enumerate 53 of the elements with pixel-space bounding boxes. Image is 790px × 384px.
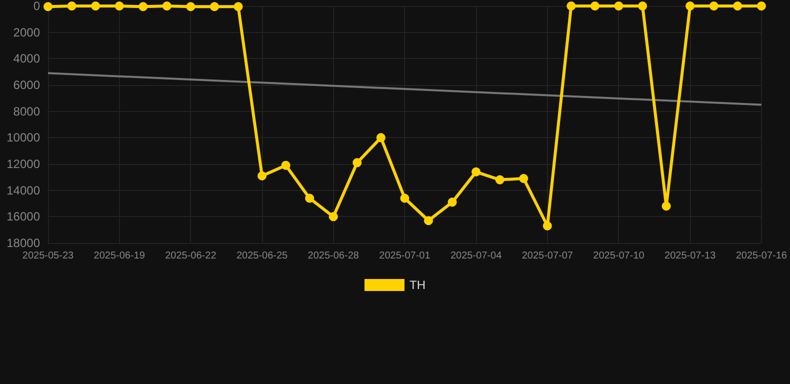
point: [376, 133, 386, 142]
point: [566, 2, 576, 10]
point: [328, 212, 338, 222]
point: [162, 2, 172, 10]
point: [281, 160, 290, 170]
point: [258, 171, 267, 180]
point: [305, 194, 314, 203]
point: [114, 2, 124, 10]
x-tick-label: 2025-07-04: [450, 250, 502, 262]
point: [67, 2, 76, 10]
x-tick-label: 2025-07-13: [664, 250, 716, 262]
x-tick-label: 2025-07-01: [379, 250, 431, 262]
point: [138, 2, 148, 12]
point: [733, 2, 742, 10]
y-tick-label: 12000: [6, 157, 40, 171]
x-tick-label: 2025-07-16: [736, 250, 788, 262]
x-tick-label: 2025-06-25: [236, 250, 288, 262]
y-tick-label: 14000: [6, 183, 40, 198]
point: [352, 158, 362, 168]
point: [709, 2, 718, 10]
point: [424, 216, 433, 226]
y-tick-label: 8000: [13, 104, 40, 118]
point: [234, 2, 243, 12]
y-tick-label: 18000: [6, 236, 40, 250]
point: [91, 2, 100, 10]
point: [210, 2, 219, 12]
point: [590, 2, 600, 10]
x-tick-label: 2025-07-10: [593, 250, 645, 262]
point: [662, 202, 671, 211]
point: [472, 167, 481, 176]
point: [614, 2, 624, 10]
y-tick-label: 0: [33, 0, 40, 13]
y-tick-label: 6000: [13, 78, 40, 92]
point: [44, 2, 52, 12]
point: [756, 2, 766, 10]
x-tick-label: 2025-06-28: [308, 250, 360, 262]
point: [448, 198, 457, 207]
x-tick-label: 2025-07-07: [522, 250, 574, 262]
point: [542, 221, 552, 230]
point: [686, 2, 695, 10]
y-tick-label: 16000: [6, 210, 40, 224]
x-tick-label: 2025-06-22: [165, 250, 217, 262]
point: [495, 175, 504, 184]
point: [638, 2, 648, 10]
y-tick-label: 10000: [6, 130, 40, 145]
x-tick-label: 2025-06-19: [94, 250, 146, 262]
legend-label: TH: [410, 278, 426, 292]
point: [519, 174, 528, 183]
y-tick-label: 4000: [13, 52, 40, 66]
point: [186, 2, 196, 12]
point: [400, 194, 410, 203]
y-tick-label: 2000: [13, 25, 40, 40]
x-tick-label: 2025-05-23: [22, 250, 74, 262]
